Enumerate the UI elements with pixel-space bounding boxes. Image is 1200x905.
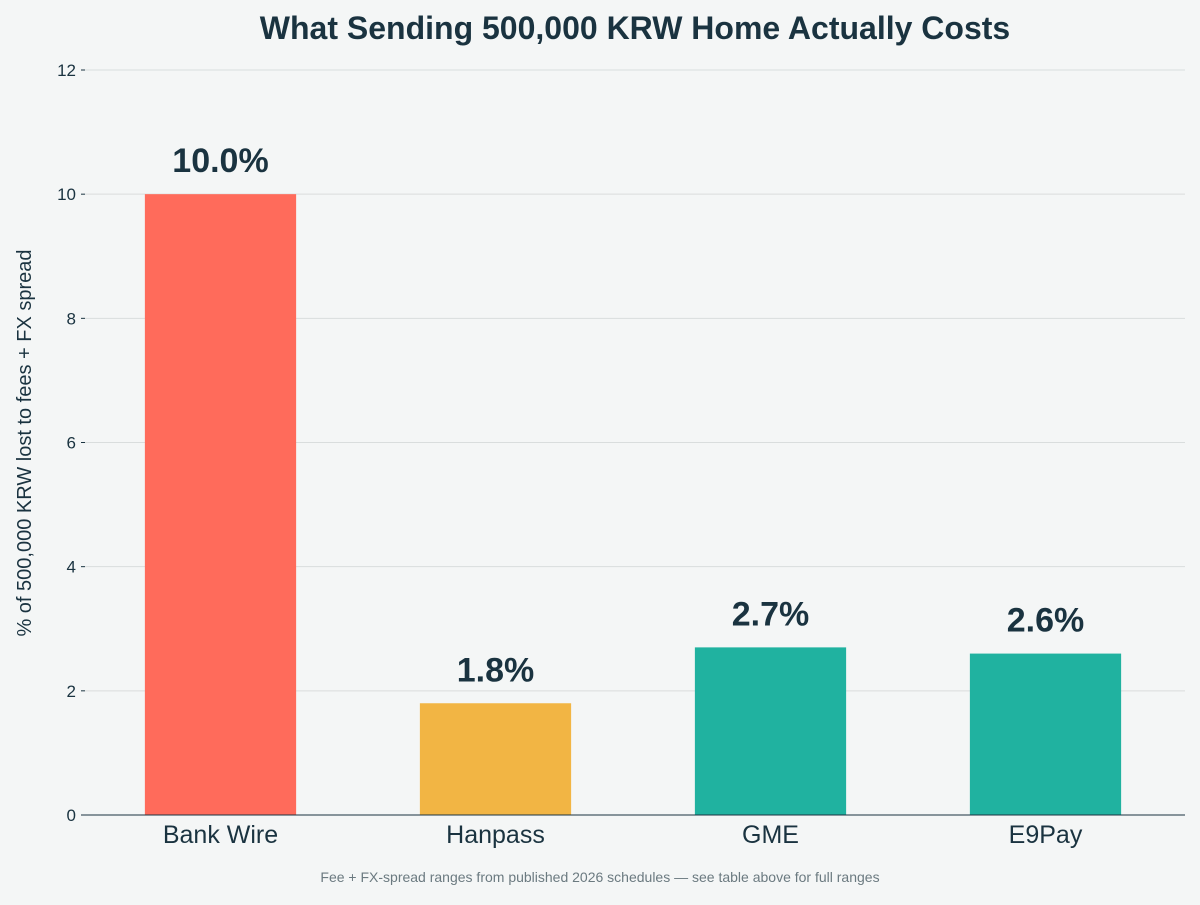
bar-value-label: 1.8% [457, 651, 535, 689]
bar-gme [694, 647, 847, 815]
y-tick-label: 8 [67, 309, 76, 328]
y-tick-label: 10 [57, 185, 76, 204]
bar-value-label: 2.6% [1007, 602, 1085, 640]
y-tick-label: 0 [67, 806, 76, 825]
y-tick-label: 2 [67, 682, 76, 701]
y-tick-label: 12 [57, 61, 76, 80]
chart-title: What Sending 500,000 KRW Home Actually C… [260, 10, 1010, 46]
x-tick-label: GME [742, 821, 799, 849]
x-tick-label: Hanpass [446, 821, 545, 849]
x-tick-label: E9Pay [1009, 821, 1083, 849]
y-tick-label: 6 [67, 434, 76, 453]
bar-hanpass [419, 703, 572, 815]
bar-value-label: 10.0% [172, 142, 268, 180]
bar-value-label: 2.7% [732, 595, 810, 633]
axes: 0 2 4 6 8 10 12 Bank Wire Hanpass GME E9Pay [57, 61, 1185, 849]
bars [144, 194, 1122, 815]
bar-e9pay [969, 653, 1122, 815]
chart-footnote: Fee + FX-spread ranges from published 20… [320, 869, 879, 885]
y-axis-label: % of 500,000 KRW lost to fees + FX sprea… [14, 249, 36, 636]
data-labels: 10.0% 1.8% 2.7% 2.6% [172, 142, 1084, 689]
x-tick-label: Bank Wire [163, 821, 278, 849]
bar-bank-wire [144, 194, 297, 815]
y-tick-label: 4 [67, 558, 76, 577]
